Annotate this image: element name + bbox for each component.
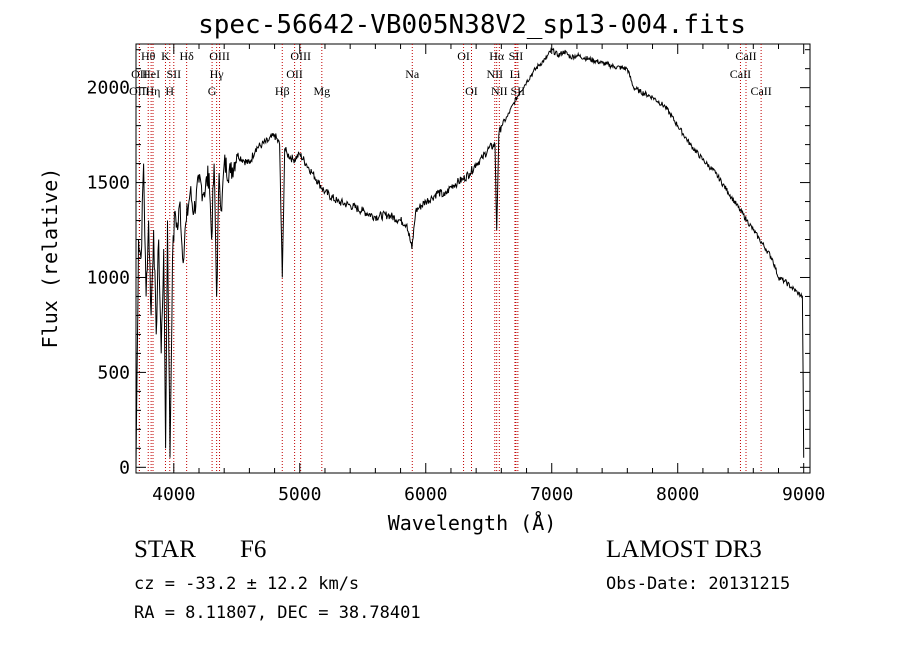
spectrum-line: [135, 47, 805, 468]
redshift-value: cz = -33.2 ± 12.2 km/s: [134, 574, 360, 594]
line-label-3: HeI: [142, 67, 160, 81]
line-label-15: Mg: [313, 84, 330, 98]
y-tick-labels: 0 500 1000 1500 2000: [87, 78, 130, 479]
x-axis-label: Wavelength (Å): [388, 511, 557, 535]
coordinates: RA = 8.11807, DEC = 38.78401: [134, 603, 421, 623]
line-label-9: OIII: [209, 49, 230, 63]
y-tick-label-1: 500: [97, 362, 130, 383]
line-label-7: H: [165, 84, 174, 98]
line-label-5: K: [161, 49, 170, 63]
object-subclass: F6: [240, 536, 267, 563]
line-label-10: Hγ: [210, 67, 225, 81]
line-label-8: Hδ: [179, 49, 194, 63]
line-label-17: OI: [457, 49, 470, 63]
y-tick-label-3: 1500: [87, 173, 130, 194]
line-label-26: CaII: [730, 67, 751, 81]
object-class: STAR: [134, 536, 196, 563]
line-label-22: Li: [510, 67, 521, 81]
y-tick-label-0: 0: [119, 457, 130, 478]
y-tick-label-4: 2000: [87, 78, 130, 99]
x-tick-label-2: 6000: [404, 484, 447, 505]
line-label-19: Hα: [489, 49, 505, 63]
line-label-4: Hη: [146, 84, 161, 98]
x-tick-label-5: 9000: [782, 484, 825, 505]
line-label-23: NII: [491, 84, 508, 98]
line-markers: [138, 44, 762, 473]
line-label-20: SII: [509, 49, 524, 63]
x-tick-label-4: 8000: [656, 484, 699, 505]
line-label-13: OII: [286, 67, 303, 81]
line-label-1: OII: [131, 67, 148, 81]
survey-name: LAMOST DR3: [606, 536, 762, 563]
line-label-0: Hθ: [141, 49, 156, 63]
x-tick-label-0: 4000: [152, 484, 195, 505]
x-tick-labels: 4000 5000 6000 7000 8000 9000: [152, 484, 825, 505]
plot-frame: [135, 43, 811, 474]
line-label-6: SII: [166, 67, 181, 81]
chart-title: spec-56642-VB005N38V2_sp13-004.fits: [198, 10, 746, 40]
x-tick-label-1: 5000: [278, 484, 321, 505]
line-label-25: CaII: [735, 49, 756, 63]
x-tick-label-3: 7000: [530, 484, 573, 505]
line-label-27: CaII: [750, 84, 771, 98]
line-label-16: Na: [405, 67, 420, 81]
y-axis-label: Flux (relative): [38, 168, 62, 349]
line-label-21: NII: [486, 67, 503, 81]
line-label-18: OI: [465, 84, 478, 98]
y-tick-label-2: 1000: [87, 267, 130, 288]
line-label-12: OIII: [290, 49, 311, 63]
line-label-24: SII: [511, 84, 526, 98]
line-label-11: G: [208, 84, 217, 98]
line-label-14: Hβ: [275, 84, 290, 98]
axis-ticks: [136, 44, 810, 473]
obs-date: Obs-Date: 20131215: [606, 574, 791, 594]
